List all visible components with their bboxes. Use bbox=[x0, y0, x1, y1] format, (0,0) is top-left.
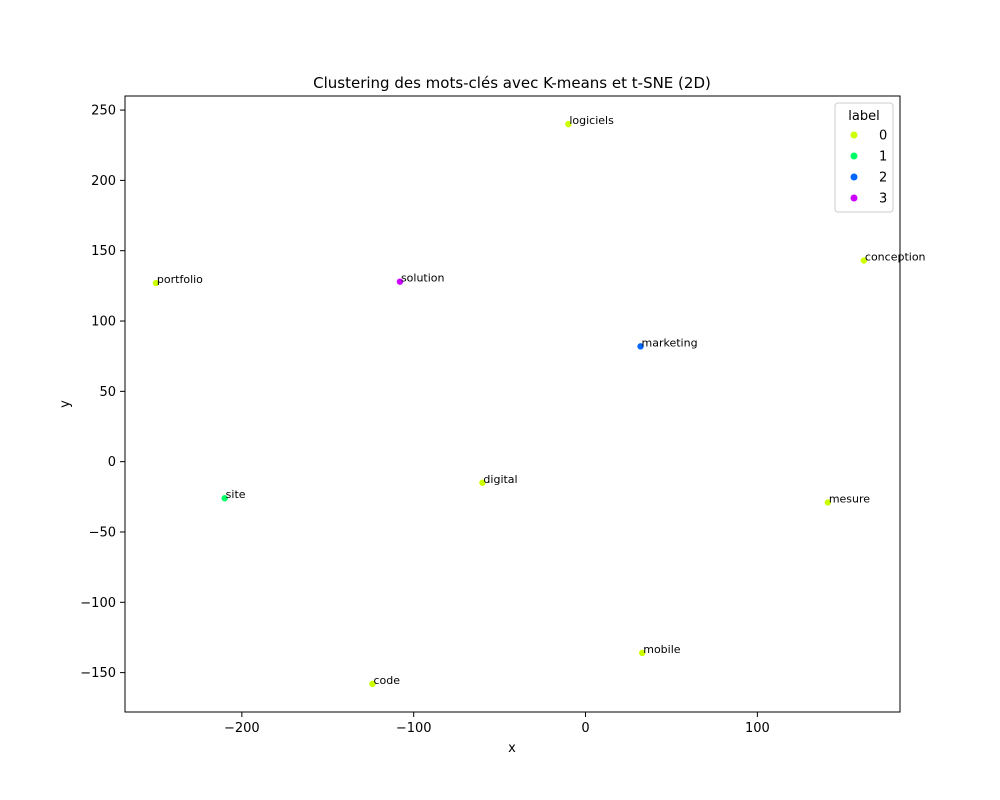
data-point-digital bbox=[478, 478, 487, 487]
y-tick-label: −50 bbox=[89, 525, 116, 540]
y-tick-label: 0 bbox=[108, 455, 116, 470]
data-point-marketing bbox=[636, 342, 645, 351]
point-label-code: code bbox=[373, 674, 400, 687]
y-axis: −150 −100 −50 0 50 100 150 200 250 bbox=[80, 104, 125, 681]
x-tick-label: 0 bbox=[581, 721, 589, 736]
point-label-marketing: marketing bbox=[642, 336, 698, 349]
point-label-solution: solution bbox=[401, 272, 445, 285]
x-tick-label: 100 bbox=[745, 721, 770, 736]
x-axis-label: x bbox=[508, 741, 516, 756]
data-point-site bbox=[220, 494, 229, 503]
data-point-portfolio bbox=[152, 279, 160, 287]
legend-label-1: 1 bbox=[879, 150, 887, 165]
point-label-conception: conception bbox=[865, 251, 926, 264]
x-axis: −200 −100 0 100 bbox=[224, 712, 770, 736]
legend-marker-3 bbox=[850, 194, 858, 202]
y-tick-label: 250 bbox=[91, 104, 116, 119]
x-tick-label: −100 bbox=[396, 721, 432, 736]
point-label-site: site bbox=[226, 488, 246, 501]
chart-title: Clustering des mots-clés avec K-means et… bbox=[313, 74, 711, 92]
point-label-logiciels: logiciels bbox=[569, 114, 614, 127]
legend-marker-0 bbox=[850, 131, 858, 139]
y-tick-label: −150 bbox=[80, 666, 116, 681]
y-tick-label: 200 bbox=[91, 174, 116, 189]
legend-box bbox=[834, 102, 894, 213]
point-label-mobile: mobile bbox=[643, 643, 681, 656]
point-label-mesure: mesure bbox=[829, 492, 870, 505]
y-tick-label: 150 bbox=[91, 244, 116, 259]
plot-area: logiciels conception portfolio solution mark… bbox=[152, 114, 926, 688]
legend-title: label bbox=[848, 109, 879, 124]
legend-marker-1 bbox=[850, 152, 858, 160]
legend-label-2: 2 bbox=[879, 171, 887, 186]
y-axis-label: y bbox=[58, 400, 73, 408]
y-tick-label: −100 bbox=[80, 596, 116, 611]
point-label-portfolio: portfolio bbox=[157, 273, 203, 286]
data-point-solution bbox=[396, 277, 404, 286]
y-tick-label: 50 bbox=[99, 385, 116, 400]
plot-frame bbox=[124, 95, 901, 713]
legend-marker-2 bbox=[850, 173, 858, 181]
legend-label-3: 3 bbox=[879, 192, 887, 207]
data-point-logiciels bbox=[564, 120, 573, 128]
data-point-mobile bbox=[638, 649, 647, 657]
point-label-digital: digital bbox=[483, 473, 517, 486]
legend-label-0: 0 bbox=[879, 129, 887, 144]
x-tick-label: −200 bbox=[224, 721, 260, 736]
data-point-code bbox=[368, 680, 377, 688]
data-point-conception bbox=[860, 256, 868, 265]
y-tick-label: 100 bbox=[91, 315, 116, 330]
data-point-mesure bbox=[824, 498, 832, 507]
